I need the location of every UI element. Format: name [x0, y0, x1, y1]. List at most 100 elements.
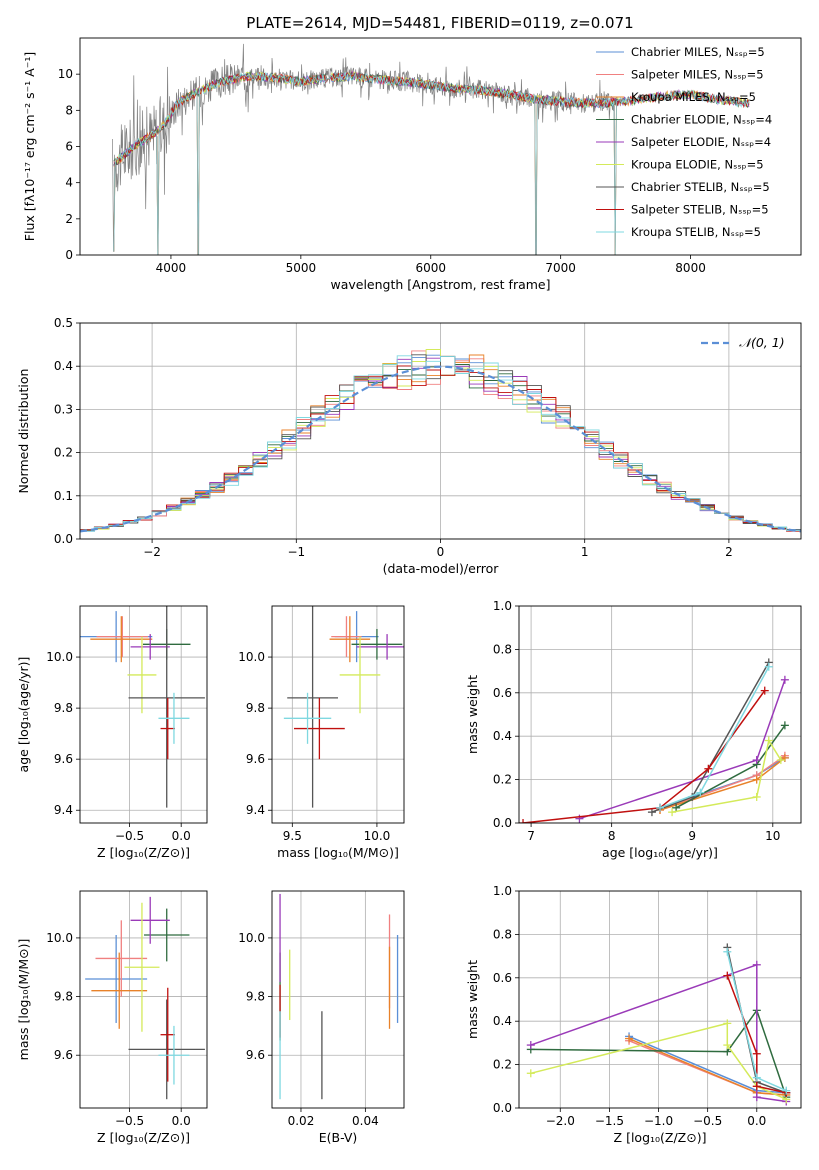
y-tick-label: 8: [65, 103, 73, 117]
x-tick-label: 5000: [286, 261, 317, 275]
errorbar-chabrier_stelib: [128, 999, 205, 1100]
y-axis-label: age [log₁₀(age/yr)]: [16, 657, 31, 773]
errorbar-salpeter_miles: [95, 920, 148, 997]
y-tick-label: 6: [65, 140, 73, 154]
weight-point-kroupa_elodie: [764, 736, 773, 745]
x-tick-label: 0.0: [172, 829, 191, 843]
y-tick-label: 0.3: [54, 402, 73, 416]
errorbar-salpeter_miles: [96, 616, 149, 658]
y-tick-label: 0.6: [493, 686, 512, 700]
y-tick-label: 0.2: [54, 446, 73, 460]
weight-point-kroupa_elodie: [668, 808, 677, 817]
x-tick-label: −2: [143, 545, 161, 559]
histogram-salpeter_stelib: [80, 365, 801, 532]
axes-frame: [79, 37, 802, 256]
axes-frame: [271, 605, 405, 824]
weight-point-kroupa_stelib: [764, 662, 773, 671]
weight-point-salpeter_stelib: [752, 1049, 761, 1058]
plot-area-weight-vs-Z: [519, 891, 801, 1108]
x-tick-label: 0.0: [747, 1114, 766, 1128]
legend-label-kroupa_miles: Kroupa MILES, Nₛₛₚ=5: [631, 90, 756, 104]
weight-point-kroupa_stelib: [782, 1086, 791, 1095]
axes-frame: [271, 890, 405, 1109]
y-tick-label: 0: [65, 248, 73, 262]
legend-label-gaussian: 𝒩(0, 1): [739, 335, 785, 350]
weight-point-chabrier_stelib: [647, 808, 656, 817]
y-tick-label: 0.0: [493, 1101, 512, 1115]
weight-line-chabrier_elodie: [530, 1008, 788, 1098]
errorbar-kroupa_elodie: [339, 636, 381, 714]
weight-line-salpeter_elodie: [530, 963, 787, 1103]
plot-area-residuals: [80, 323, 801, 539]
x-tick-label: 0: [437, 545, 445, 559]
y-tick-label: 9.8: [54, 990, 73, 1004]
weight-point-kroupa_elodie: [776, 756, 785, 765]
y-tick-label: 9.6: [54, 1048, 73, 1062]
x-tick-label: 0.02: [288, 1114, 315, 1128]
y-tick-label: 0.0: [493, 816, 512, 830]
gaussian-curve: [80, 365, 801, 533]
weight-point-kroupa_miles: [780, 753, 789, 762]
x-axis-label: Z [log₁₀(Z/Z⊙)]: [614, 1130, 707, 1145]
axes-frame: [79, 890, 208, 1109]
x-axis-label: Z [log₁₀(Z/Z⊙)]: [97, 1130, 190, 1145]
weight-point-kroupa_stelib: [723, 947, 732, 956]
y-axis-label: mass weight: [465, 675, 480, 754]
weight-point-salpeter_stelib: [752, 1082, 761, 1091]
y-tick-label: 9.8: [246, 990, 265, 1004]
y-tick-label: 10.0: [238, 931, 265, 945]
legend-label-kroupa_stelib: Kroupa STELIB, Nₛₛₚ=5: [631, 225, 761, 239]
weight-point-kroupa_miles: [625, 1034, 634, 1043]
x-tick-label: 4000: [156, 261, 187, 275]
y-tick-label: 0.6: [493, 971, 512, 985]
y-tick-label: 10.0: [46, 931, 73, 945]
errorbar-kroupa_stelib: [158, 1025, 190, 1085]
x-axis-label: (data-model)/error: [383, 561, 500, 576]
x-axis-label: age [log₁₀(age/yr)]: [602, 845, 718, 860]
panel-weight-vs-age: 7 8 9 10 0.0 0.2 0.4 0.6 0.8 1.0 age [log₁₀(age/yr…: [465, 599, 802, 860]
y-tick-label: 0.4: [493, 729, 512, 743]
weight-point-chabrier_elodie: [780, 721, 789, 730]
x-tick-label: 0.0: [172, 1114, 191, 1128]
weight-line-kroupa_elodie: [671, 738, 782, 813]
panel-age-vs-Z: −0.5 0.0 9.4 9.6 9.8 10.0 Z [log₁₀(Z/Z⊙)] age […: [16, 605, 208, 860]
y-tick-label: 9.6: [246, 1048, 265, 1062]
errorbar-chabrier_elodie: [351, 628, 403, 660]
y-tick-label: 1.0: [493, 599, 512, 613]
errorbar-kroupa_stelib: [283, 692, 332, 744]
errorbar-salpeter_stelib: [160, 987, 175, 1082]
y-tick-label: 2: [65, 212, 73, 226]
x-tick-label: 10.0: [364, 829, 391, 843]
weight-line-salpeter_stelib: [522, 690, 766, 823]
errorbar-chabrier_elodie: [144, 908, 190, 962]
x-axis-label: Z [log₁₀(Z/Z⊙)]: [97, 845, 190, 860]
legend-label-chabrier_miles: Chabrier MILES, Nₛₛₚ=5: [631, 45, 765, 59]
axes-frame: [79, 605, 208, 824]
x-tick-label: 10: [765, 829, 780, 843]
y-tick-label: 9.8: [246, 701, 265, 715]
plot-area-mass-vs-Z: [80, 891, 207, 1108]
y-tick-label: 9.4: [54, 803, 73, 817]
x-tick-label: −0.5: [115, 829, 144, 843]
x-tick-label: 8000: [675, 261, 706, 275]
y-axis-label: mass [log₁₀(M/M⊙)]: [16, 939, 31, 1061]
errorbar-chabrier_miles: [85, 934, 148, 1023]
x-tick-label: 7000: [545, 261, 576, 275]
errorbar-salpeter_stelib: [160, 697, 175, 760]
y-axis-label: mass weight: [465, 960, 480, 1039]
axes-frame: [518, 890, 802, 1109]
x-tick-label: −2.0: [546, 1114, 575, 1128]
spectrum-data-line: [112, 43, 616, 255]
x-tick-label: 9: [688, 829, 696, 843]
errorbar-salpeter_stelib: [294, 697, 345, 760]
errorbar-chabrier_stelib: [287, 606, 338, 808]
x-tick-label: 7: [527, 829, 535, 843]
x-tick-label: −0.5: [115, 1114, 144, 1128]
weight-point-salpeter_elodie: [752, 756, 761, 765]
weight-point-salpeter_stelib: [704, 764, 713, 773]
y-tick-label: 4: [65, 176, 73, 190]
errorbar-salpeter_miles: [331, 616, 362, 658]
errorbar-salpeter_elodie: [356, 634, 404, 660]
panel-mass-vs-Z: −0.5 0.0 9.6 9.8 10.0 Z [log₁₀(Z/Z⊙)] mass [lo…: [16, 890, 208, 1145]
weight-point-salpeter_stelib: [760, 686, 769, 695]
